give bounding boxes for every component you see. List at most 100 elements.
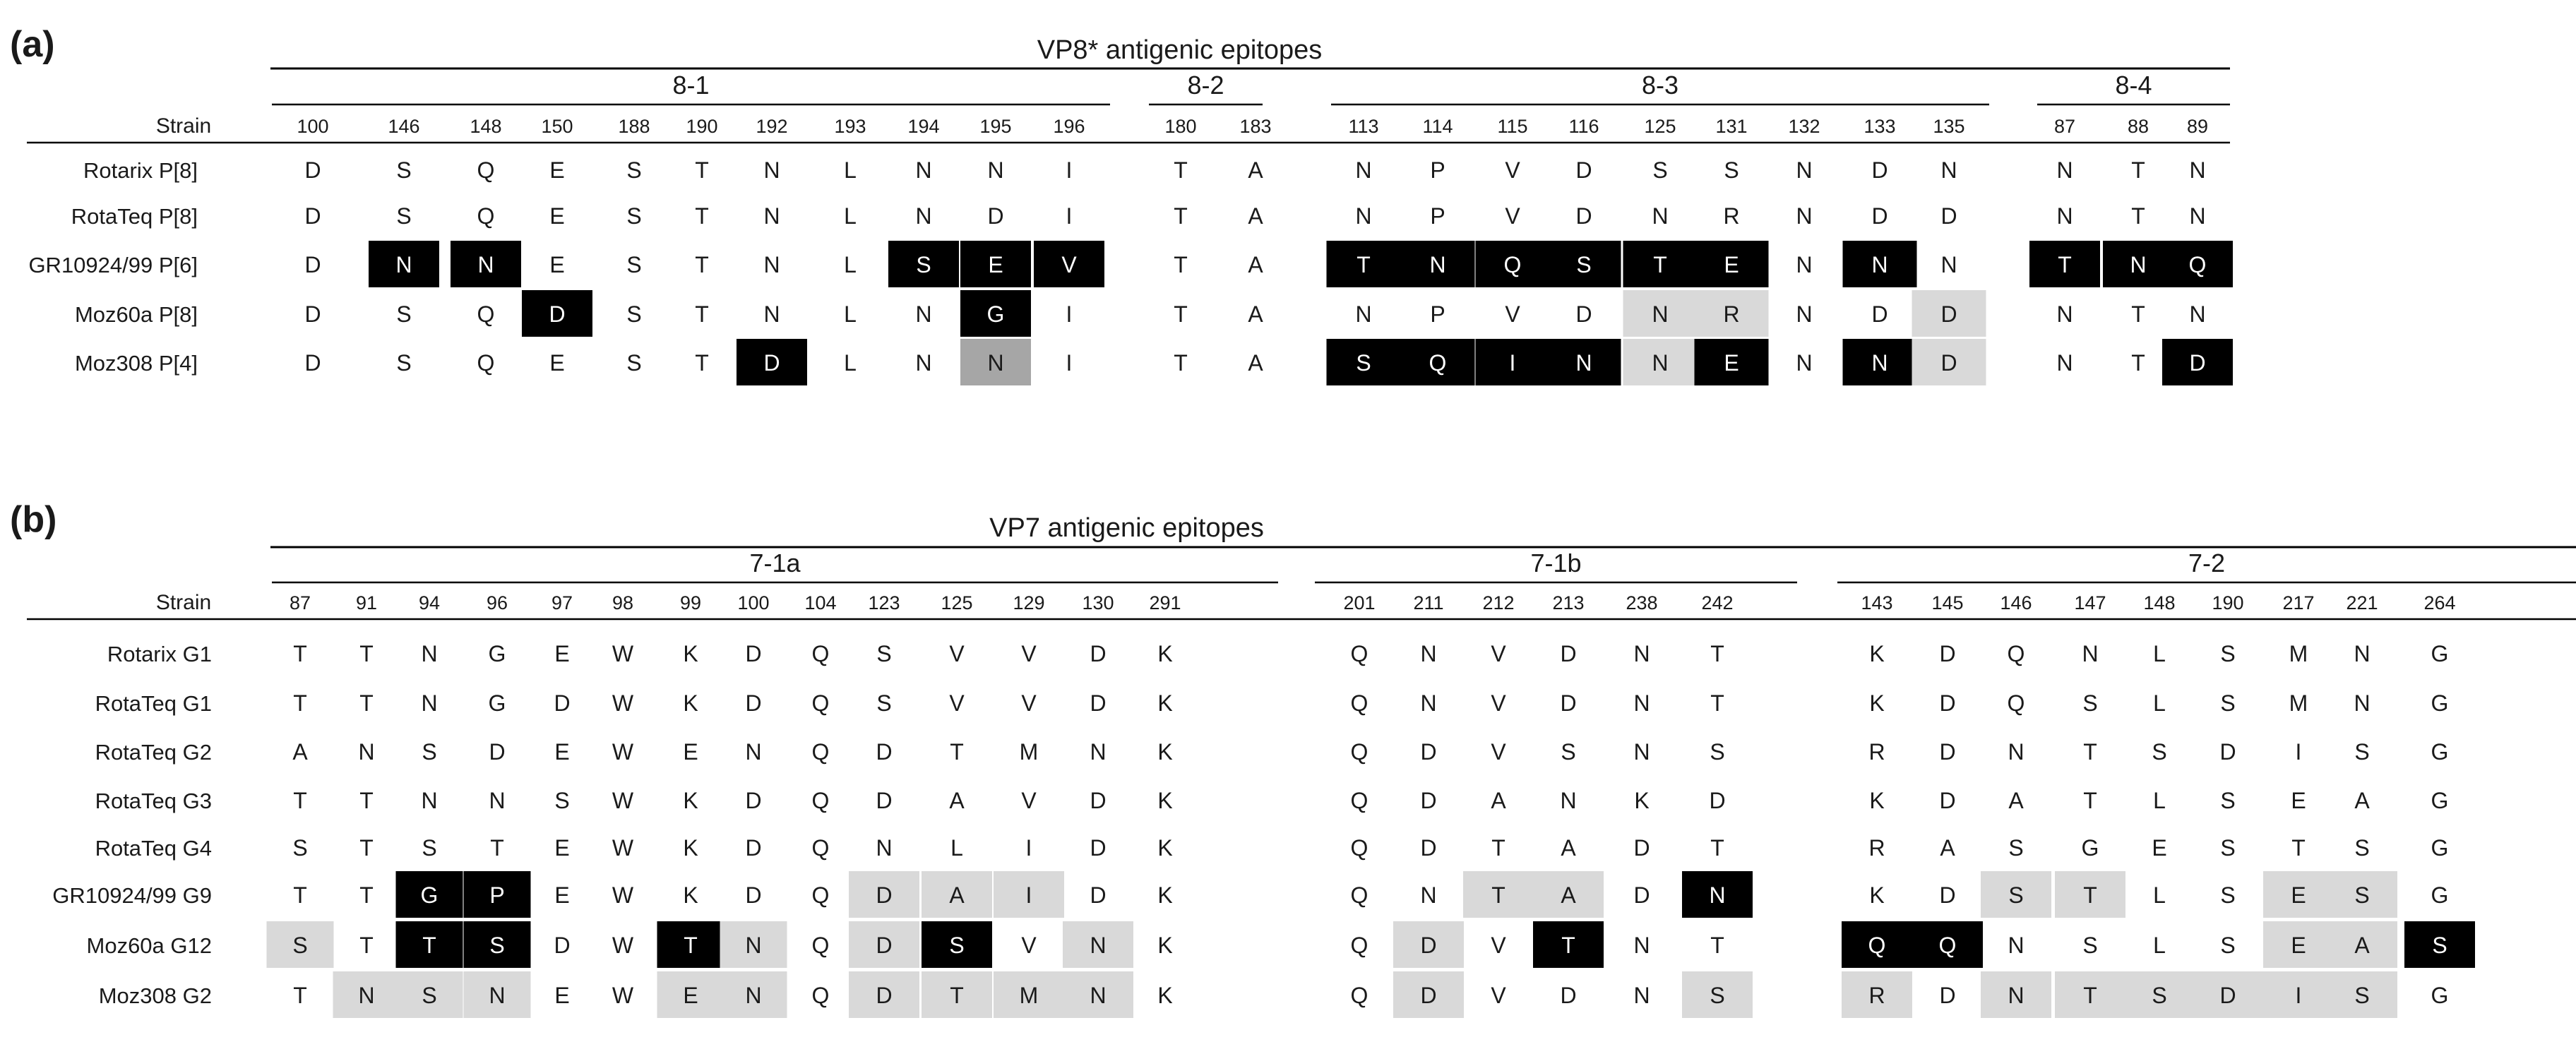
residue-cell: D <box>1420 983 1436 1008</box>
residue-cell: N <box>421 641 437 666</box>
residue-cell: E <box>2291 933 2306 958</box>
residue-position-label: 193 <box>834 116 866 137</box>
residue-cell: K <box>1157 882 1172 908</box>
residue-cell-highlight <box>1981 971 2051 1018</box>
residue-cell: N <box>1633 983 1650 1008</box>
residue-cell: N <box>1420 690 1436 716</box>
residue-cell: A <box>949 788 965 813</box>
residue-cell: Q <box>2008 690 2025 716</box>
strain-name: Moz60a P[8] <box>75 302 198 327</box>
residue-position-label: 87 <box>2054 116 2075 137</box>
residue-cell-highlight <box>2263 971 2334 1018</box>
residue-cell: L <box>2153 690 2166 716</box>
residue-cell: V <box>1021 788 1037 813</box>
residue-cell: W <box>612 690 634 716</box>
residue-cell-highlight <box>1546 241 1621 287</box>
residue-cell: G <box>2431 641 2449 666</box>
residue-cell: D <box>1939 882 1955 908</box>
residue-cell: S <box>1356 350 1371 376</box>
residue-position-label: 87 <box>290 592 311 613</box>
residue-cell: A <box>2354 933 2370 958</box>
residue-cell: A <box>1248 350 1263 376</box>
residue-cell: D <box>1090 690 1106 716</box>
residue-cell: D <box>876 788 892 813</box>
residue-cell: N <box>1633 690 1650 716</box>
residue-position-label: 146 <box>2000 592 2032 613</box>
residue-cell: E <box>683 983 698 1008</box>
residue-cell-highlight <box>2263 871 2334 918</box>
residue-cell: D <box>1560 641 1576 666</box>
residue-position-label: 213 <box>1552 592 1584 613</box>
residue-cell: K <box>1157 983 1172 1008</box>
residue-cell: W <box>612 739 634 765</box>
epitope-group-label: 7-1a <box>749 549 801 577</box>
residue-cell: D <box>554 690 570 716</box>
residue-cell: S <box>876 641 891 666</box>
residue-cell: R <box>1868 739 1885 765</box>
residue-cell: K <box>1157 835 1172 861</box>
residue-cell: S <box>396 301 411 327</box>
residue-cell-highlight <box>333 971 400 1018</box>
residue-cell: L <box>2153 933 2166 958</box>
residue-cell: T <box>1174 157 1188 183</box>
residue-cell: Q <box>477 157 495 183</box>
residue-cell-highlight <box>2162 339 2233 385</box>
residue-cell: A <box>1248 301 1263 327</box>
residue-cell: L <box>2153 788 2166 813</box>
residue-cell-highlight <box>1463 871 1534 918</box>
residue-cell: N <box>2354 641 2370 666</box>
residue-cell: S <box>2220 788 2235 813</box>
residue-position-label: 192 <box>756 116 787 137</box>
residue-position-label: 180 <box>1164 116 1196 137</box>
residue-cell: D <box>876 983 892 1008</box>
panel-title: VP7 antigenic epitopes <box>989 513 1264 543</box>
residue-cell: M <box>2289 641 2308 666</box>
residue-cell-highlight <box>1912 339 1986 385</box>
residue-cell: T <box>293 690 307 716</box>
residue-cell: D <box>1939 788 1955 813</box>
epitope-group-label: 7-2 <box>2188 549 2225 577</box>
residue-cell: D <box>304 350 321 376</box>
residue-cell: T <box>695 350 709 376</box>
residue-cell-highlight <box>1475 339 1550 385</box>
residue-cell: D <box>549 301 565 327</box>
residue-cell: E <box>2152 835 2166 861</box>
strain-column-header: Strain <box>156 591 211 614</box>
residue-cell: N <box>915 157 931 183</box>
residue-cell: S <box>2220 933 2235 958</box>
residue-cell: N <box>1420 882 1436 908</box>
residue-cell-highlight <box>451 241 521 287</box>
residue-cell-highlight <box>1842 921 1912 968</box>
residue-cell-highlight <box>1533 921 1604 968</box>
residue-cell: N <box>745 983 761 1008</box>
residue-cell: D <box>1871 203 1888 229</box>
residue-position-label: 242 <box>1701 592 1733 613</box>
residue-cell-highlight <box>395 871 463 918</box>
residue-cell: N <box>358 739 374 765</box>
residue-cell: Q <box>812 788 830 813</box>
residue-cell: T <box>359 641 374 666</box>
residue-cell-highlight <box>922 871 992 918</box>
residue-cell: S <box>489 933 504 958</box>
residue-cell: D <box>745 882 761 908</box>
residue-cell: S <box>2220 882 2235 908</box>
residue-cell: T <box>1710 933 1724 958</box>
residue-cell: T <box>695 157 709 183</box>
residue-cell-highlight <box>1063 971 1133 1018</box>
residue-cell: N <box>1633 933 1650 958</box>
residue-cell: D <box>489 739 505 765</box>
residue-cell: D <box>876 882 892 908</box>
residue-cell: Q <box>2008 641 2025 666</box>
residue-cell: N <box>2354 690 2370 716</box>
residue-cell: D <box>876 933 892 958</box>
residue-cell: G <box>2431 835 2449 861</box>
residue-cell: T <box>1491 882 1505 908</box>
residue-position-label: 188 <box>618 116 650 137</box>
residue-cell: N <box>1429 252 1445 277</box>
residue-cell-highlight <box>657 971 724 1018</box>
residue-cell: S <box>916 252 931 277</box>
residue-cell: W <box>612 983 634 1008</box>
residue-cell: N <box>2056 301 2073 327</box>
residue-cell: E <box>549 203 564 229</box>
